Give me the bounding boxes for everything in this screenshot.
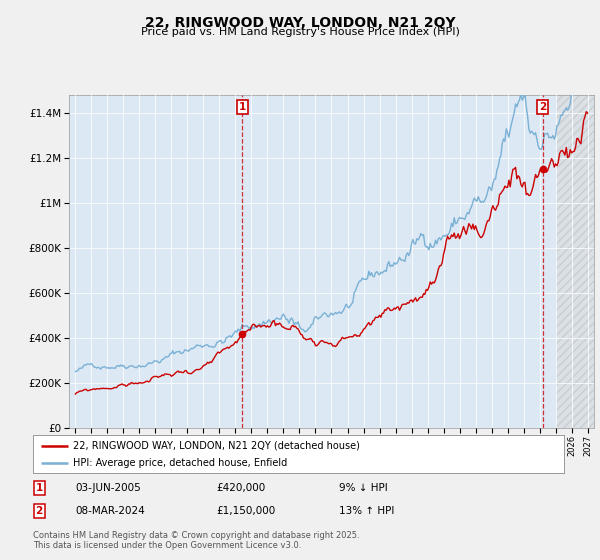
Text: 2: 2 bbox=[35, 506, 43, 516]
Text: 9% ↓ HPI: 9% ↓ HPI bbox=[339, 483, 388, 493]
Text: £1,150,000: £1,150,000 bbox=[216, 506, 275, 516]
Text: 13% ↑ HPI: 13% ↑ HPI bbox=[339, 506, 394, 516]
Text: 1: 1 bbox=[239, 102, 246, 112]
Bar bbox=[556, 95, 594, 428]
Text: 22, RINGWOOD WAY, LONDON, N21 2QY: 22, RINGWOOD WAY, LONDON, N21 2QY bbox=[145, 16, 455, 30]
Text: HPI: Average price, detached house, Enfield: HPI: Average price, detached house, Enfi… bbox=[73, 458, 287, 468]
Text: 03-JUN-2005: 03-JUN-2005 bbox=[75, 483, 141, 493]
Text: 08-MAR-2024: 08-MAR-2024 bbox=[75, 506, 145, 516]
Bar bbox=[556, 95, 594, 428]
Text: 1: 1 bbox=[35, 483, 43, 493]
Text: Price paid vs. HM Land Registry's House Price Index (HPI): Price paid vs. HM Land Registry's House … bbox=[140, 27, 460, 37]
Text: Contains HM Land Registry data © Crown copyright and database right 2025.
This d: Contains HM Land Registry data © Crown c… bbox=[33, 531, 359, 550]
Text: £420,000: £420,000 bbox=[216, 483, 265, 493]
Text: 22, RINGWOOD WAY, LONDON, N21 2QY (detached house): 22, RINGWOOD WAY, LONDON, N21 2QY (detac… bbox=[73, 441, 360, 451]
Text: 2: 2 bbox=[539, 102, 546, 112]
